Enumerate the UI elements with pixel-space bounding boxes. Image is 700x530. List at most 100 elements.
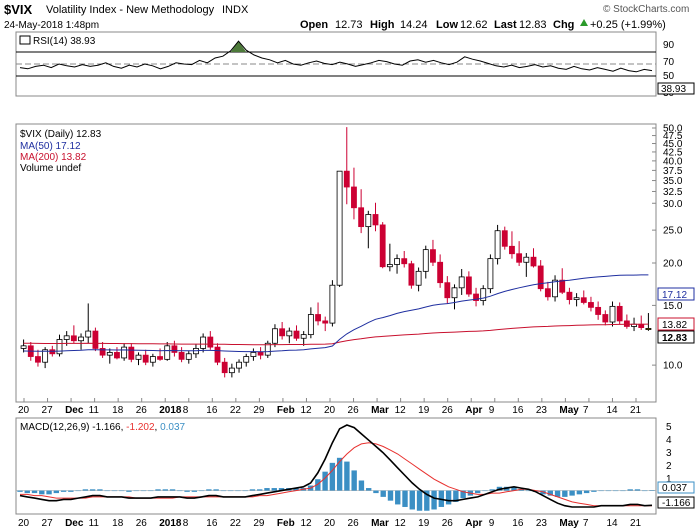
x-tick-label: 27: [42, 518, 54, 529]
candle-body: [386, 264, 393, 268]
candle-body: [451, 287, 458, 299]
candle-body: [580, 297, 587, 303]
macd-tick: 5: [666, 422, 672, 433]
candle-body: [214, 346, 221, 363]
rsi-line: [19, 40, 653, 73]
candle-body: [616, 305, 623, 322]
candle-body: [264, 342, 271, 356]
x-tick-label: 12: [300, 405, 312, 416]
macd-line: [19, 424, 653, 508]
last-value: 12.83: [519, 19, 547, 31]
macd-hist-bar: [169, 489, 176, 491]
macd-hist-bar: [627, 489, 633, 491]
candle-body: [293, 330, 300, 339]
candle-body: [372, 214, 379, 226]
x-tick-label: 16: [206, 518, 218, 529]
chg-label: Chg: [553, 19, 574, 31]
macd-badge-text: -1.166: [662, 498, 691, 509]
last-badge-text: 12.83: [662, 333, 687, 344]
low-value: 12.62: [460, 19, 488, 31]
macd-tick: 1: [666, 474, 672, 485]
candle-body: [494, 230, 501, 260]
macd-hist-bar: [365, 488, 372, 491]
macd-tick: 2: [666, 461, 672, 472]
x-tick-label: Mar: [371, 518, 389, 529]
x-tick-label: 11: [89, 518, 100, 529]
macd-hist-bar: [416, 490, 423, 511]
price-tick-label: 30.0: [663, 199, 683, 210]
price-tick-label: 10.0: [663, 361, 683, 372]
macd-tick: 3: [666, 448, 672, 459]
macd-hist-bar: [104, 490, 110, 492]
candle-body: [35, 356, 41, 363]
macd-hist-bar: [75, 490, 81, 492]
candle-body: [544, 288, 551, 298]
macd-hist-bar: [445, 490, 452, 505]
high-label: High: [370, 19, 395, 31]
macd-hist-bar: [591, 490, 597, 492]
candle-body: [20, 345, 27, 349]
candle-body: [272, 328, 278, 344]
price-plot: [20, 127, 652, 378]
macd-hist-bar: [387, 490, 394, 501]
macd-hist-bar: [278, 488, 285, 491]
candle-body: [307, 314, 314, 336]
x-tick-label: Feb: [277, 518, 295, 529]
ma50-badge-text: 17.12: [662, 290, 687, 301]
price-tick-label: 40.0: [663, 156, 683, 167]
macd-hist-bar: [511, 486, 517, 491]
candle-body: [365, 214, 372, 228]
macd-hist-bar: [39, 490, 45, 495]
macd-hist-bar: [612, 490, 619, 492]
x-tick-label: 14: [606, 518, 618, 529]
hist-badge: [657, 481, 695, 494]
macd-hist-bar: [111, 490, 118, 492]
macd-hist-bar: [24, 490, 30, 494]
macd-hist-bar: [271, 488, 277, 491]
ma200-line: [23, 323, 649, 346]
macd-hist-bar: [518, 489, 524, 491]
macd-hist-bar: [569, 490, 575, 496]
x-tick-label: 9: [489, 405, 495, 416]
price-legend-main: $VIX (Daily) 12.83: [20, 129, 102, 140]
candle-body: [236, 361, 242, 369]
x-tick-label: 22: [230, 518, 242, 529]
x-tick-label: 26: [348, 405, 360, 416]
macd-label-macd: -1.166: [92, 422, 121, 433]
macd-hist-bar: [82, 489, 89, 491]
candle-body: [379, 224, 386, 268]
price-tick-label: 47.5: [663, 131, 683, 142]
x-tick-label: 26: [442, 518, 454, 529]
x-tick-label: 14: [606, 405, 618, 416]
last-badge: [657, 330, 695, 344]
rsi-tick: 70: [663, 57, 675, 68]
x-tick-label: 11: [89, 405, 100, 416]
candle-body: [99, 348, 106, 356]
candle-body: [329, 284, 336, 324]
candle-body: [501, 230, 508, 247]
rsi-plot: [16, 40, 656, 77]
price-tick-label: 50.0: [663, 124, 683, 135]
candle-body: [602, 314, 609, 323]
macd-hist-bar: [97, 489, 103, 491]
chg-value: +0.25 (+1.99%): [590, 19, 666, 31]
x-tick-label: May: [559, 518, 579, 529]
x-tick-label: 23: [536, 405, 548, 416]
rsi-legend-swatch: [19, 35, 31, 45]
macd-hist-bar: [17, 490, 23, 492]
candle-body: [114, 352, 120, 359]
candle-body: [566, 291, 573, 301]
candle-body: [473, 293, 479, 301]
macd-hist-bar: [482, 490, 488, 492]
candle-body: [458, 276, 465, 289]
macd-hist-bar: [409, 490, 415, 510]
candle-body: [480, 288, 487, 301]
x-tick-label: 8: [183, 405, 189, 416]
macd-hist-bar: [322, 471, 328, 491]
x-tick-label: 26: [136, 405, 148, 416]
x-tick-label: 19: [418, 405, 430, 416]
candle-body: [573, 297, 580, 301]
candle-body: [121, 346, 128, 359]
macd-hist-bar: [336, 457, 343, 491]
